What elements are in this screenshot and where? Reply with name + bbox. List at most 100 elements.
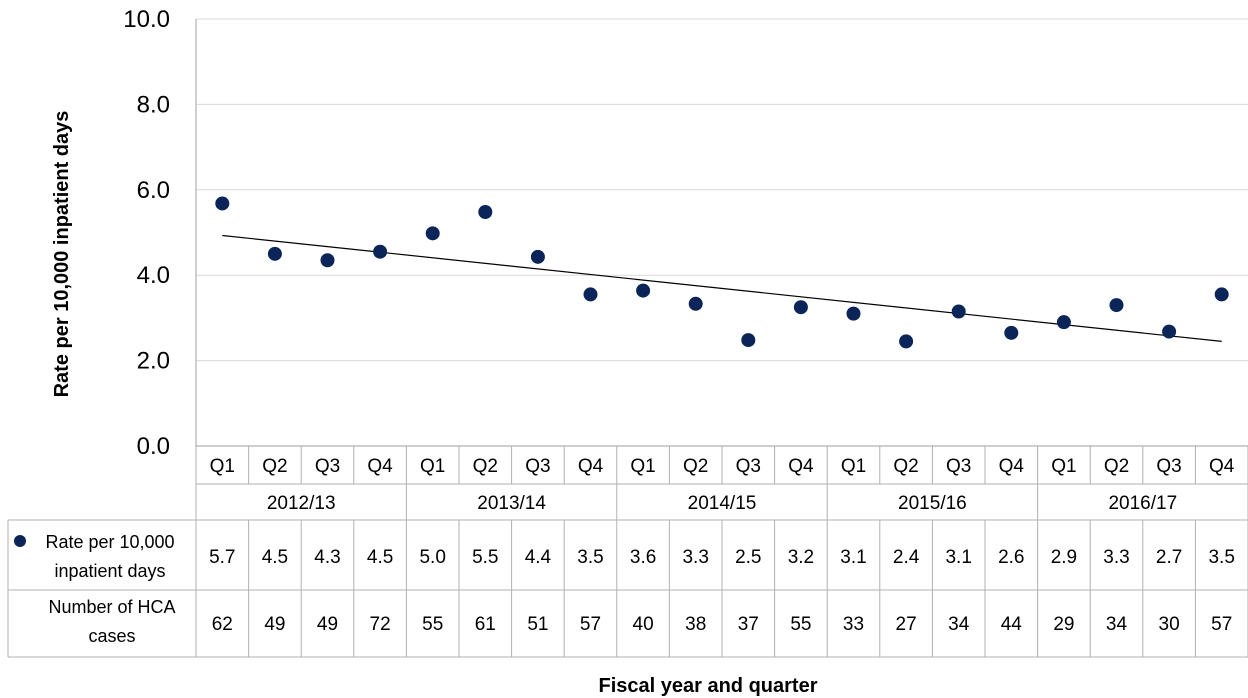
rate-value: 3.3 <box>1103 547 1129 568</box>
quarter-label: Q1 <box>210 456 235 477</box>
data-point <box>530 249 545 264</box>
y-tick-label: 8.0 <box>137 91 170 118</box>
quarter-label: Q3 <box>736 456 761 477</box>
rate-value: 3.5 <box>577 547 603 568</box>
quarter-label: Q1 <box>1051 456 1076 477</box>
rate-value: 3.6 <box>630 547 656 568</box>
data-point <box>741 333 756 348</box>
data-point <box>1056 315 1071 330</box>
y-tick-label: 0.0 <box>137 433 170 460</box>
y-axis-label: Rate per 10,000 inpatient days <box>51 111 73 398</box>
y-tick-label: 6.0 <box>137 177 170 204</box>
case-count: 61 <box>475 614 496 635</box>
row2-label-line1: Number of HCA <box>48 597 175 617</box>
case-count: 40 <box>633 614 654 635</box>
x-axis-label: Fiscal year and quarter <box>599 675 818 697</box>
y-tick-labels: 0.0 2.0 4.0 6.0 8.0 10.0 <box>123 6 170 460</box>
case-count: 49 <box>317 614 338 635</box>
data-point <box>688 296 703 311</box>
case-count: 34 <box>1106 614 1128 635</box>
quarter-label: Q3 <box>946 456 971 477</box>
rate-value: 3.2 <box>788 547 814 568</box>
data-point <box>899 334 914 349</box>
row2-label-line2: cases <box>88 626 135 646</box>
data-point <box>478 205 493 220</box>
quarter-label: Q2 <box>1104 456 1129 477</box>
rate-values-row: 5.7 4.5 4.3 4.5 5.0 5.5 4.4 3.5 3.6 3.3 2.5 3.2 3.1 2… <box>209 547 1235 568</box>
rate-value: 2.9 <box>1051 547 1077 568</box>
year-label: 2014/15 <box>688 493 757 514</box>
quarter-label: Q3 <box>1156 456 1181 477</box>
data-point <box>267 246 282 261</box>
legend-marker <box>14 535 26 547</box>
row1-label-line2: inpatient days <box>54 561 165 581</box>
data-point <box>951 304 966 319</box>
trendline <box>222 234 1222 342</box>
gridlines <box>196 18 1248 362</box>
case-count: 38 <box>685 614 706 635</box>
quarter-label: Q3 <box>315 456 340 477</box>
data-point <box>1109 298 1124 313</box>
data-point <box>1214 287 1229 302</box>
row1-label-line1: Rate per 10,000 <box>45 532 174 552</box>
rate-value: 3.1 <box>840 547 866 568</box>
rate-value: 3.3 <box>682 547 708 568</box>
quarter-label: Q4 <box>788 456 814 477</box>
year-label: 2016/17 <box>1108 493 1177 514</box>
case-count: 62 <box>212 614 233 635</box>
case-count: 29 <box>1053 614 1074 635</box>
case-count: 51 <box>527 614 548 635</box>
data-point <box>373 244 388 259</box>
quarter-label: Q4 <box>1209 456 1235 477</box>
quarter-labels: Q1 Q2 Q3 Q4 Q1 Q2 Q3 Q4 Q1 Q2 Q3 Q4 Q1 Q2 Q3 Q4 Q1 Q2 Q3 Q4 <box>210 456 1235 477</box>
y-tick-label: 10.0 <box>123 6 170 33</box>
rate-value: 5.5 <box>472 547 498 568</box>
year-label: 2013/14 <box>477 493 546 514</box>
case-count: 27 <box>896 614 917 635</box>
year-label: 2012/13 <box>267 493 336 514</box>
rate-value: 2.7 <box>1156 547 1182 568</box>
data-point <box>636 283 651 298</box>
data-point <box>793 300 808 315</box>
quarter-label: Q1 <box>630 456 655 477</box>
case-count: 57 <box>1211 614 1232 635</box>
quarter-label: Q2 <box>683 456 708 477</box>
rate-value: 4.5 <box>367 547 393 568</box>
quarter-label: Q1 <box>841 456 866 477</box>
rate-value: 4.4 <box>525 547 552 568</box>
quarter-label: Q2 <box>893 456 918 477</box>
rate-value: 4.3 <box>314 547 340 568</box>
quarter-label: Q2 <box>262 456 287 477</box>
case-count: 34 <box>948 614 970 635</box>
data-point <box>215 196 230 211</box>
data-point <box>1162 324 1177 339</box>
quarter-label: Q3 <box>525 456 550 477</box>
case-count: 33 <box>843 614 864 635</box>
y-tick-label: 2.0 <box>137 348 170 375</box>
year-labels: 2012/13 2013/14 2014/15 2015/16 2016/17 <box>267 493 1177 514</box>
case-count: 72 <box>370 614 391 635</box>
y-tick-label: 4.0 <box>137 262 170 289</box>
case-count: 55 <box>422 614 443 635</box>
rate-value: 3.1 <box>945 547 971 568</box>
case-counts-row: 62 49 49 72 55 61 51 57 40 38 37 55 33 27 34 44 29 34 30 57 <box>212 614 1233 635</box>
case-count: 30 <box>1159 614 1180 635</box>
rate-value: 5.0 <box>419 547 445 568</box>
rate-value: 2.5 <box>735 547 761 568</box>
rate-value: 3.5 <box>1208 547 1234 568</box>
case-count: 44 <box>1001 614 1023 635</box>
rate-value: 4.5 <box>262 547 288 568</box>
data-table-grid <box>7 446 1248 658</box>
case-count: 37 <box>738 614 759 635</box>
table-row-labels: Rate per 10,000 inpatient days Number of… <box>14 532 176 646</box>
data-point <box>320 253 335 268</box>
data-point <box>846 306 861 321</box>
axes <box>195 19 1248 447</box>
case-count: 57 <box>580 614 601 635</box>
data-point <box>425 226 440 241</box>
data-point <box>1004 325 1019 340</box>
case-count: 55 <box>790 614 811 635</box>
quarter-label: Q4 <box>578 456 604 477</box>
quarter-label: Q1 <box>420 456 445 477</box>
